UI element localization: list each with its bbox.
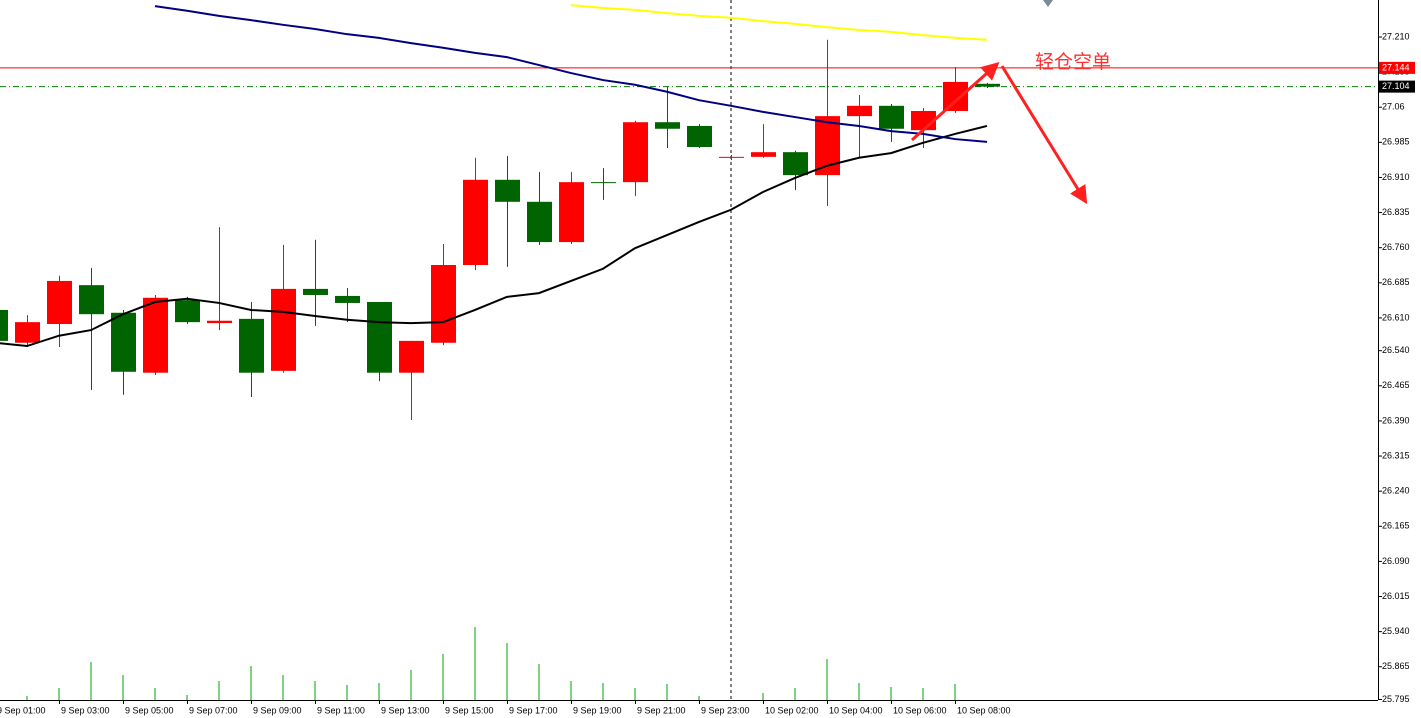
plot-area [0,0,1378,700]
candle-body [271,288,296,371]
price-label: 27.104 [1382,81,1410,91]
y-tick-label: 27.06 [1382,102,1405,112]
y-tick-label: 26.465 [1382,380,1410,390]
y-tick-label: 26.610 [1382,312,1410,322]
candle-body [975,83,1000,87]
indicator-line [154,5,988,143]
candle-body [15,322,40,343]
candle-body [591,182,616,184]
candle-body [495,179,520,202]
x-tick-label: 9 Sep 01:00 [0,705,46,715]
candle-body [79,285,104,315]
y-tick-label: 25.795 [1382,694,1410,704]
candle-body [175,300,200,323]
x-tick-label: 10 Sep 04:00 [829,705,883,715]
candle-body [847,105,872,117]
price-label-box [1379,61,1415,74]
y-tick-label: 26.315 [1382,450,1410,460]
x-tick-label: 9 Sep 13:00 [381,705,430,715]
y-tick-label: 26.540 [1382,345,1410,355]
candle-body [367,302,392,373]
candle-body [879,105,904,129]
candle-body [239,318,264,373]
x-tick-label: 9 Sep 15:00 [445,705,494,715]
x-tick-label: 9 Sep 05:00 [125,705,174,715]
y-tick-label: 26.240 [1382,486,1410,496]
price-label: 27.144 [1382,62,1410,72]
arrow-up [911,62,1000,142]
x-tick-label: 10 Sep 08:00 [957,705,1011,715]
x-tick-label: 9 Sep 07:00 [189,705,238,715]
candle-body [623,122,648,183]
x-tick-label: 9 Sep 19:00 [573,705,622,715]
x-tick-label: 9 Sep 21:00 [637,705,686,715]
x-tick-label: 9 Sep 17:00 [509,705,558,715]
x-tick-label: 10 Sep 06:00 [893,705,947,715]
y-tick-label: 26.910 [1382,172,1410,182]
time-labels: 9 Sep 01:00 9 Sep 03:00 9 Sep 05:00 9 Sep 0… [0,700,1011,715]
candle-body [335,295,360,303]
indicator-line [570,4,988,41]
x-tick-label: 10 Sep 02:00 [765,705,819,715]
candle-body [943,81,968,111]
candle-body [559,182,584,243]
y-tick-label: 26.985 [1382,137,1410,147]
candle-body [655,122,680,129]
y-tick-label: 25.865 [1382,661,1410,671]
candle-body [0,309,8,341]
y-tick-label: 25.940 [1382,626,1410,636]
y-tick-label: 26.760 [1382,242,1410,252]
candle-body [751,152,776,157]
candle-body [783,152,808,176]
y-tick-label: 26.015 [1382,591,1410,601]
candle-body [399,340,424,373]
candle-body [47,280,72,325]
indicator-line [0,124,988,348]
y-tick-label: 26.390 [1382,415,1410,425]
x-tick-label: 9 Sep 03:00 [61,705,110,715]
candle-body [111,312,136,372]
candle-body [143,297,168,373]
candle-body [431,265,456,343]
y-tick-label: 26.165 [1382,521,1410,531]
y-tick-label: 26.090 [1382,556,1410,566]
arrow-down [1000,65,1088,205]
candle-body [719,156,744,158]
y-tick-label: 26.835 [1382,207,1410,217]
annotation: 轻仓空单 [1035,51,1111,73]
marker [1043,0,1053,7]
candle-body [207,320,232,324]
candle-body [527,201,552,243]
candle-body [687,125,712,148]
x-tick-label: 9 Sep 09:00 [253,705,302,715]
price-label-box [1379,80,1415,93]
decorations [911,0,1088,205]
y-tick-label: 26.685 [1382,277,1410,287]
y-tick-label: 27.210 [1382,31,1410,41]
x-tick-label: 9 Sep 11:00 [317,705,365,715]
x-tick-label: 9 Sep 23:00 [701,705,750,715]
candle-body [303,288,328,295]
candle-body [463,179,488,266]
